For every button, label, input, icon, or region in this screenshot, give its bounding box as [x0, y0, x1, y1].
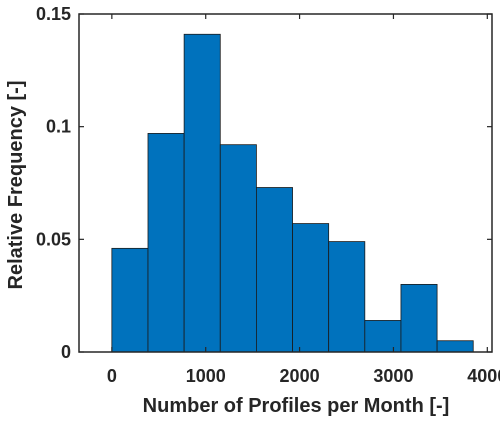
axes-layer	[78, 13, 493, 353]
histogram-bar	[400, 283, 438, 353]
histogram-bar	[436, 340, 474, 353]
x-tick-label: 0	[107, 366, 117, 386]
histogram-bar	[292, 223, 330, 353]
x-tick-label: 3000	[373, 366, 413, 386]
histogram-bar	[219, 144, 257, 353]
y-tick-label: 0.1	[46, 117, 71, 137]
x-tick-label: 1000	[186, 366, 226, 386]
histogram-bar	[111, 247, 149, 353]
y-axis-label: Relative Frequency [-]	[5, 81, 27, 290]
y-tick-label: 0	[61, 342, 71, 362]
histogram-bar	[364, 320, 402, 353]
x-axis-label: Number of Profiles per Month [-]	[143, 395, 450, 417]
histogram-bar	[256, 187, 293, 353]
histogram-bar	[328, 241, 366, 353]
bars-layer	[111, 33, 474, 353]
y-tick-label: 0.15	[36, 4, 71, 24]
y-tick-label: 0.05	[36, 229, 71, 249]
plot-frame	[78, 13, 493, 353]
x-tick-label: 2000	[280, 366, 320, 386]
histogram-bar	[183, 33, 221, 353]
histogram-bar	[147, 133, 185, 353]
